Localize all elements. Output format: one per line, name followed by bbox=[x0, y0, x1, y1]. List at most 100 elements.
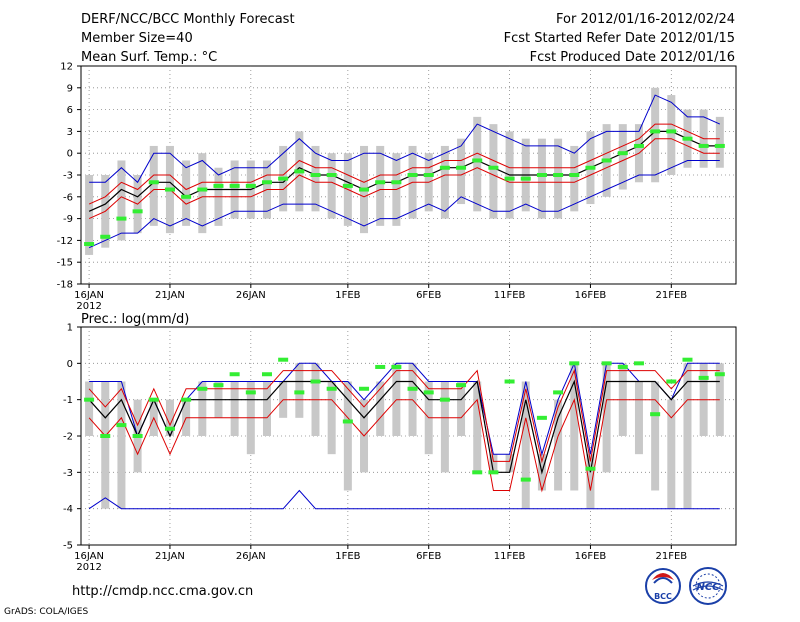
precipitation-member-bar bbox=[602, 363, 611, 473]
precipitation-x-tick-label: 21JAN bbox=[155, 551, 185, 562]
precipitation-observation-mark bbox=[116, 423, 127, 428]
temperature-x-tick-label: 11FEB bbox=[494, 290, 526, 301]
precipitation-observation-mark bbox=[261, 372, 272, 377]
temperature-y-tick-label: 0 bbox=[67, 149, 73, 160]
temperature-observation-mark bbox=[407, 173, 418, 177]
precipitation-observation-mark bbox=[213, 383, 224, 388]
temperature-y-tick-label: -12 bbox=[57, 236, 73, 247]
temperature-observation-mark bbox=[84, 242, 95, 247]
precipitation-member-bar bbox=[651, 381, 660, 491]
precipitation-max-line bbox=[89, 361, 720, 457]
temperature-observation-mark bbox=[666, 129, 677, 134]
precipitation-member-bar bbox=[165, 399, 174, 436]
temperature-max-line bbox=[89, 94, 721, 184]
precipitation-observation-mark bbox=[504, 379, 515, 384]
bcc-logo: BCC bbox=[645, 568, 681, 604]
temperature-observation-mark bbox=[650, 129, 661, 134]
temperature-y-tick-labels: -18 -15 -12 -9 -6 -3 0 3 6 9 12 bbox=[57, 62, 73, 291]
precipitation-member-bar bbox=[634, 381, 643, 455]
temperature-member-bar bbox=[311, 145, 320, 212]
precipitation-observation-mark bbox=[423, 390, 434, 395]
temperature-member-bar bbox=[117, 160, 126, 241]
precipitation-observation-mark bbox=[553, 390, 564, 395]
temperature-x-tick-label: 21JAN bbox=[155, 290, 185, 301]
precipitation-observation-mark bbox=[197, 386, 208, 391]
temperature-observation-mark bbox=[229, 183, 240, 188]
precipitation-member-bar bbox=[198, 381, 207, 436]
temperature-observation-mark bbox=[181, 194, 192, 199]
precipitation-observation-mark bbox=[148, 397, 159, 402]
temperature-observation-mark bbox=[116, 216, 127, 221]
precipitation-min-line bbox=[88, 489, 720, 510]
precipitation-member-bar bbox=[505, 454, 514, 473]
grads-credit: GrADS: COLA/IGES bbox=[4, 607, 88, 617]
precipitation-member-bar bbox=[586, 454, 595, 509]
precipitation-y-tick-label: -1 bbox=[63, 395, 73, 406]
precipitation-member-bar bbox=[489, 454, 498, 473]
precipitation-member-bar bbox=[440, 381, 449, 473]
precipitation-member-bar bbox=[667, 399, 676, 509]
temperature-observation-mark bbox=[359, 187, 370, 192]
precipitation-lines bbox=[88, 361, 720, 510]
temperature-observation-mark bbox=[148, 180, 159, 185]
precipitation-member-bar bbox=[117, 381, 126, 509]
precipitation-mean-line bbox=[88, 379, 720, 475]
precipitation-observation-mark bbox=[682, 357, 693, 362]
precipitation-member-bar bbox=[715, 363, 724, 436]
precipitation-y-tick-label: -5 bbox=[63, 541, 73, 552]
precipitation-x-year-label: 2012 bbox=[76, 562, 101, 573]
temperature-observation-mark bbox=[504, 176, 515, 181]
source-url: http://cmdp.ncc.cma.gov.cn bbox=[72, 584, 253, 599]
precipitation-member-bar bbox=[262, 381, 271, 436]
temperature-observation-mark bbox=[245, 183, 256, 188]
precipitation-x-tick-label: 6FEB bbox=[416, 551, 441, 562]
temperature-observation-mark bbox=[536, 173, 547, 177]
precipitation-observation-mark bbox=[439, 397, 450, 402]
precipitation-member-bar bbox=[343, 381, 352, 491]
precipitation-mean-plus-sd-line bbox=[88, 368, 720, 464]
temperature-member-bar bbox=[327, 153, 336, 219]
precipitation-observation-mark bbox=[698, 375, 709, 380]
temperature-member-bar bbox=[554, 138, 563, 219]
precipitation-member-bar bbox=[85, 381, 94, 436]
precipitation-observation-mark bbox=[536, 415, 547, 420]
temperature-min-line bbox=[88, 160, 720, 249]
temperature-y-tick-label: -18 bbox=[57, 280, 73, 291]
temperature-x-year-label: 2012 bbox=[76, 301, 101, 312]
precipitation-panel: -5 -4 -3 -2 -1 0 1 16JAN 21JAN 26JAN 1FEB 6FEB 11FE… bbox=[63, 323, 737, 573]
temperature-observation-mark bbox=[213, 183, 224, 188]
precipitation-y-tick-label: 0 bbox=[67, 359, 73, 370]
precipitation-observation-mark bbox=[310, 379, 321, 384]
temperature-observation-mark bbox=[569, 173, 580, 177]
temperature-x-tick-label: 16JAN bbox=[74, 290, 104, 301]
temperature-x-tick-labels: 16JAN 21JAN 26JAN 1FEB 6FEB 11FEB 16FEB 21FEB 20… bbox=[74, 290, 687, 312]
precipitation-y-tick-label: -4 bbox=[63, 504, 73, 515]
forecast-period-label: For 2012/01/16-2012/02/24 bbox=[556, 12, 735, 27]
temperature-member-bar bbox=[376, 145, 385, 226]
precipitation-member-bar bbox=[230, 381, 239, 436]
precipitation-member-bar bbox=[376, 381, 385, 436]
temperature-member-bar bbox=[457, 138, 466, 205]
precipitation-observation-mark bbox=[472, 470, 483, 475]
precipitation-observation-mark bbox=[601, 361, 612, 366]
temperature-observation-mark bbox=[633, 143, 644, 148]
precipitation-observation-mark bbox=[650, 412, 661, 417]
temperature-observation-marks bbox=[84, 129, 725, 247]
precipitation-y-tick-label: 1 bbox=[67, 323, 73, 334]
temperature-x-tick-label: 26JAN bbox=[236, 290, 266, 301]
temperature-member-bar bbox=[440, 145, 449, 219]
precipitation-observation-mark bbox=[456, 383, 467, 388]
temperature-mean-plus-sd-line bbox=[88, 123, 720, 205]
temperature-x-tick-label: 21FEB bbox=[655, 290, 687, 301]
precipitation-observation-mark bbox=[181, 397, 192, 402]
bcc-logo-text: BCC bbox=[654, 592, 672, 601]
precipitation-mean-minus-sd-line bbox=[88, 398, 720, 493]
precipitation-x-tick-label: 26JAN bbox=[236, 551, 266, 562]
precipitation-member-bar bbox=[473, 381, 482, 473]
temperature-y-tick-label: 3 bbox=[67, 127, 73, 138]
temperature-observation-mark bbox=[391, 180, 402, 185]
temperature-observation-mark bbox=[488, 165, 499, 170]
temperature-member-bar bbox=[667, 95, 676, 175]
precipitation-observation-mark bbox=[569, 361, 580, 366]
